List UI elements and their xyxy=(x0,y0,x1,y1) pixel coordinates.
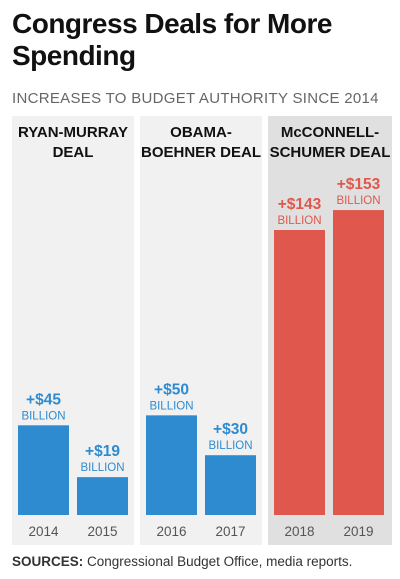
data-unit-label: BILLION xyxy=(277,215,321,227)
x-tick-label: 2018 xyxy=(284,524,314,539)
bar xyxy=(333,210,384,515)
x-tick-label: 2017 xyxy=(215,524,245,539)
chart-title: Congress Deals for More Spending xyxy=(12,8,332,71)
group-label: BOEHNER DEAL xyxy=(141,144,261,161)
data-unit-label: BILLION xyxy=(149,400,193,412)
bar xyxy=(274,230,325,515)
sources-label: SOURCES: xyxy=(12,554,84,569)
data-label: +$19 xyxy=(85,443,120,460)
x-tick-label: 2019 xyxy=(343,524,373,539)
x-tick-label: 2014 xyxy=(28,524,59,539)
sources-note: SOURCES: Congressional Budget Office, me… xyxy=(12,554,352,569)
data-unit-label: BILLION xyxy=(208,440,252,452)
group-label: SCHUMER DEAL xyxy=(270,144,391,161)
x-tick-label: 2016 xyxy=(156,524,186,539)
x-tick-label: 2015 xyxy=(87,524,117,539)
group-label: OBAMA- xyxy=(170,124,232,141)
group-label: RYAN-MURRAY xyxy=(18,124,128,141)
bar xyxy=(18,425,69,515)
data-unit-label: BILLION xyxy=(336,195,380,207)
data-label: +$30 xyxy=(213,421,248,438)
sources-text: Congressional Budget Office, media repor… xyxy=(87,554,353,569)
chart-subtitle: INCREASES TO BUDGET AUTHORITY SINCE 2014 xyxy=(12,90,379,107)
group-label: McCONNELL- xyxy=(281,124,379,141)
data-label: +$153 xyxy=(337,176,381,193)
data-label: +$50 xyxy=(154,381,189,398)
data-unit-label: BILLION xyxy=(21,410,65,422)
group-label: DEAL xyxy=(53,144,94,161)
bar xyxy=(205,455,256,515)
data-unit-label: BILLION xyxy=(80,462,124,474)
bar xyxy=(77,477,128,515)
bar xyxy=(146,415,197,515)
data-label: +$45 xyxy=(26,391,61,408)
data-label: +$143 xyxy=(278,196,322,213)
